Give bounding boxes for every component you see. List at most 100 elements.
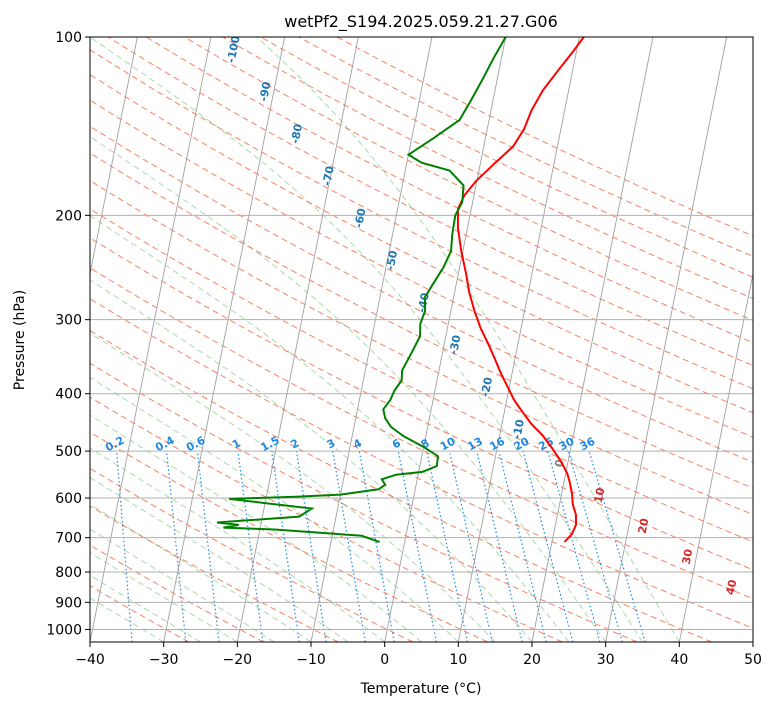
isotherm-label: -10 (510, 418, 527, 440)
moist-adiabat-line (90, 279, 533, 642)
x-axis-label: Temperature (°C) (360, 681, 482, 697)
moist-adiabat-line (256, 37, 680, 642)
mixing-ratio-label: 20 (512, 435, 532, 454)
mixing-ratio-label: 10 (438, 435, 458, 454)
y-tick-label: 900 (55, 595, 82, 611)
mixing-ratio-line (358, 450, 395, 642)
dry-adiabat-line (90, 208, 753, 543)
isotherm-label: 0 (552, 458, 566, 468)
x-tick-label: −20 (223, 652, 253, 668)
moist-adiabat-line (90, 215, 570, 642)
moist-adiabat-line (90, 37, 643, 642)
dry-adiabat-line (90, 237, 753, 571)
y-tick-label: 200 (55, 208, 82, 224)
isotherm-label: -40 (415, 291, 432, 313)
moist-adiabat-line (90, 376, 459, 642)
dry-adiabat-line (90, 49, 753, 390)
dry-adiabat-line (107, 37, 753, 367)
dry-adiabat-line (184, 37, 753, 321)
pressure-grid (90, 37, 753, 630)
moist-adiabat-line (90, 476, 349, 642)
dry-adiabat-line (90, 74, 753, 414)
chart-title: wetPf2_S194.2025.059.21.27.G06 (284, 12, 558, 32)
mixing-ratio-line (332, 450, 366, 642)
plot-frame (89, 36, 754, 643)
isotherm-label: -30 (447, 334, 464, 356)
isotherm-label: 30 (680, 548, 696, 566)
y-tick-label: 300 (55, 313, 82, 329)
isotherm-label: -80 (289, 122, 306, 144)
x-tick-label: 40 (670, 652, 688, 668)
skew-isotherm-line (457, 37, 580, 642)
mixing-ratio-line (567, 450, 623, 642)
skew-isotherm-line (90, 37, 212, 642)
dry-adiabat-line (90, 362, 638, 642)
skew-isotherm-line (236, 37, 359, 642)
skew-isotherm-line (531, 37, 654, 642)
dry-adiabat-line (90, 329, 712, 642)
temperature-profile (456, 37, 585, 543)
background-lines (90, 37, 753, 642)
mixing-ratio-label: 16 (487, 435, 507, 454)
y-tick-label: 800 (55, 565, 82, 581)
isotherm-label: -20 (479, 376, 496, 398)
mixing-ratio-label: 25 (536, 435, 556, 454)
x-tick-label: −40 (75, 652, 105, 668)
dry-adiabat-line (90, 505, 339, 642)
skew-isotherm-line (605, 37, 728, 642)
mixing-ratio-line (522, 450, 574, 642)
sounding-curves (216, 37, 585, 543)
y-tick-label: 600 (55, 491, 82, 507)
moist-adiabat-line (90, 574, 201, 642)
dry-adiabat-line (298, 37, 753, 257)
moist-adiabat-line (90, 135, 607, 642)
x-axis-ticks: −40 −30 −20 −10 0 10 20 30 40 50 (75, 642, 762, 668)
dewpoint-profile (216, 37, 507, 543)
mixing-ratio-line (196, 451, 220, 642)
dry-adiabat-line (90, 125, 753, 463)
mixing-ratio-line (397, 450, 437, 642)
x-tick-label: 30 (597, 652, 615, 668)
moist-adiabat-line (90, 552, 238, 642)
y-tick-label: 500 (55, 444, 82, 460)
dry-adiabat-line (90, 467, 414, 642)
y-tick-label: 700 (55, 531, 82, 547)
dry-adiabat-line (90, 180, 753, 516)
mixing-ratio-line (426, 450, 469, 642)
skew-isotherm-line (384, 37, 507, 642)
dry-adiabat-line (260, 37, 753, 278)
mixing-ratio-label: 36 (578, 435, 598, 454)
dry-adiabat-line (90, 152, 753, 489)
x-tick-label: −30 (149, 652, 179, 668)
dry-adiabat-line (90, 298, 753, 629)
mixing-ratio-line (237, 451, 264, 642)
skew-isotherm-line (90, 37, 138, 276)
x-tick-label: 20 (523, 652, 541, 668)
y-tick-label: 400 (55, 387, 82, 403)
isotherm-label: 20 (636, 517, 652, 535)
dry-adiabat-line (145, 37, 753, 344)
isotherm-label: -60 (352, 207, 369, 229)
skew-isotherm-line (678, 271, 753, 642)
y-axis-ticks: 100 200 300 400 500 600 700 800 900 1000 (46, 30, 90, 638)
isotherm-label: -50 (384, 249, 401, 271)
x-tick-label: 10 (449, 652, 467, 668)
mixing-ratio-line (588, 450, 646, 642)
mixing-ratio-line (448, 450, 493, 642)
isotherm-label: -90 (257, 80, 274, 102)
isotherm-label: -70 (320, 165, 337, 187)
y-tick-label: 100 (55, 30, 82, 46)
dry-adiabat-line (222, 37, 753, 300)
moist-adiabat-line (90, 447, 385, 642)
skew-isotherm-line (310, 37, 433, 642)
moist-adiabat-line (90, 597, 164, 642)
dry-adiabat-line (90, 267, 753, 600)
mixing-ratio-line (271, 451, 300, 642)
isotherm-label: -100 (224, 34, 242, 64)
mixing-ratio-label: 13 (465, 435, 485, 454)
skew-isotherm-line (163, 37, 286, 642)
isotherm-label: 10 (592, 486, 608, 504)
dry-adiabat-line (90, 99, 753, 438)
y-tick-label: 1000 (46, 622, 82, 638)
